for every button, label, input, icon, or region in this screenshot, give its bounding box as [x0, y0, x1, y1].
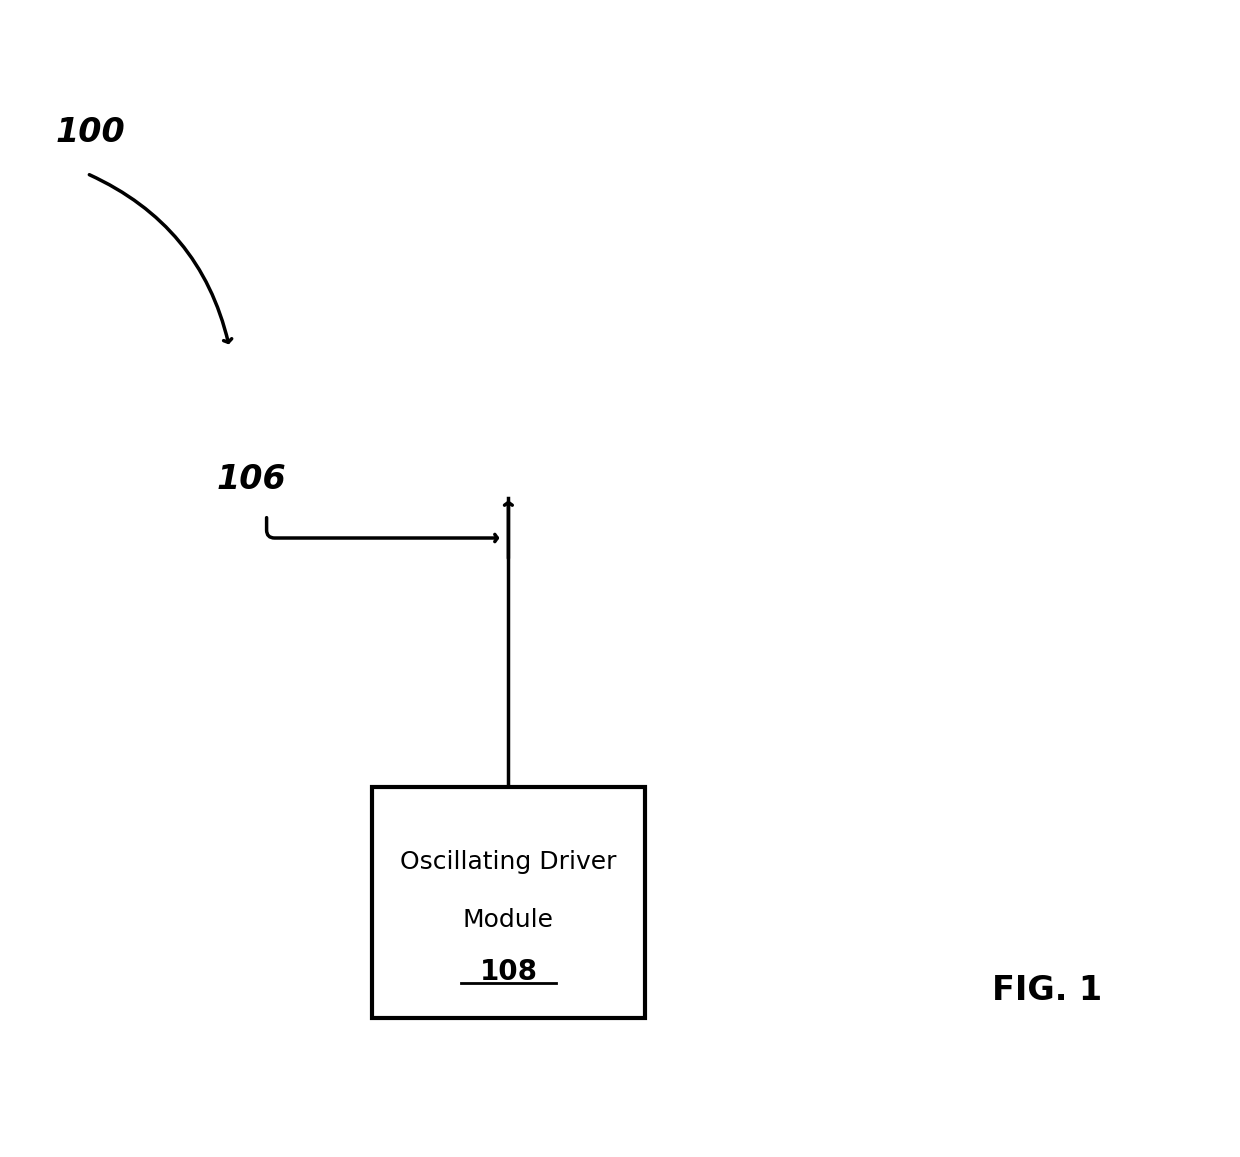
Text: 106: 106	[217, 463, 286, 496]
Text: 108: 108	[480, 958, 537, 986]
Text: Module: Module	[463, 908, 554, 931]
Text: Oscillating Driver: Oscillating Driver	[401, 850, 616, 874]
FancyBboxPatch shape	[372, 787, 645, 1018]
Text: 100: 100	[56, 116, 125, 149]
Text: FIG. 1: FIG. 1	[992, 973, 1102, 1007]
